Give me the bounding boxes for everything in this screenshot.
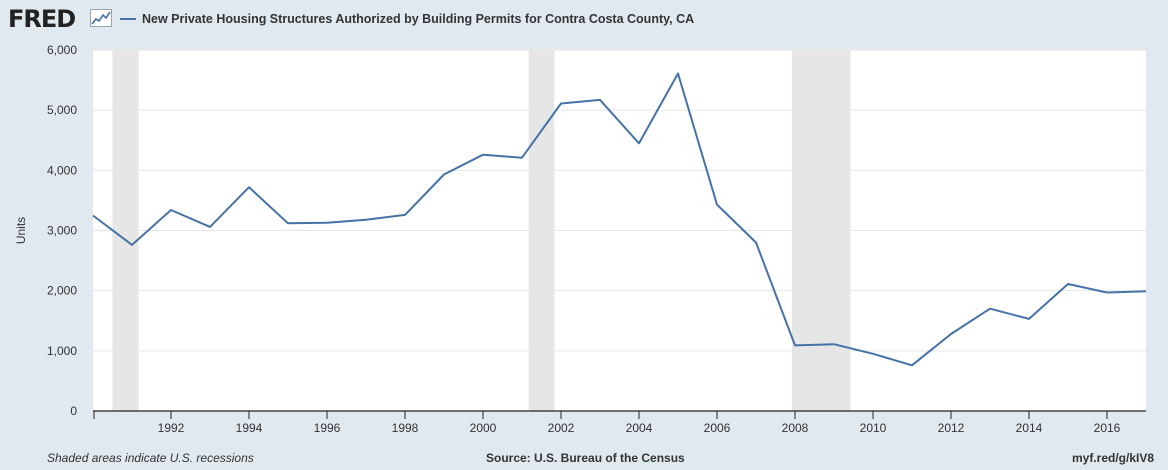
y-tick-label: 2,000 bbox=[47, 284, 77, 298]
y-tick-label: 1,000 bbox=[47, 344, 77, 358]
y-tick-label: 0 bbox=[70, 404, 77, 418]
x-tick-label: 2006 bbox=[704, 421, 731, 435]
x-tick-label: 2004 bbox=[626, 421, 653, 435]
source-link[interactable]: Source: U.S. Bureau of the Census bbox=[486, 451, 685, 465]
x-tick-label: 2000 bbox=[470, 421, 497, 435]
x-tick-label: 1998 bbox=[392, 421, 419, 435]
y-tick-label: 4,000 bbox=[47, 163, 77, 177]
x-tick-label: 2010 bbox=[860, 421, 887, 435]
chart-legend: New Private Housing Structures Authorize… bbox=[120, 12, 694, 26]
line-graph-icon bbox=[90, 9, 112, 27]
y-tick-label: 5,000 bbox=[47, 103, 77, 117]
chart-header: FRED New Private Housing Structures Auth… bbox=[0, 0, 1168, 40]
x-tick-label: 1996 bbox=[314, 421, 341, 435]
x-tick-label: 1992 bbox=[158, 421, 185, 435]
x-tick-label: 2014 bbox=[1016, 421, 1043, 435]
y-tick-label: 3,000 bbox=[47, 224, 77, 238]
x-tick-label: 2016 bbox=[1094, 421, 1121, 435]
recession-note: Shaded areas indicate U.S. recessions bbox=[47, 451, 254, 465]
x-tick-label: 2012 bbox=[938, 421, 965, 435]
fred-logo[interactable]: FRED bbox=[8, 5, 76, 33]
x-tick-label: 2002 bbox=[548, 421, 575, 435]
x-tick-label: 1994 bbox=[236, 421, 263, 435]
legend-swatch bbox=[120, 18, 136, 20]
y-axis-label: Units bbox=[14, 217, 28, 244]
y-tick-label: 6,000 bbox=[47, 43, 77, 57]
short-url-link[interactable]: myf.red/g/kIV8 bbox=[1071, 451, 1154, 465]
series-line bbox=[92, 72, 1147, 367]
legend-label: New Private Housing Structures Authorize… bbox=[142, 12, 695, 26]
x-tick-label: 2008 bbox=[782, 421, 809, 435]
